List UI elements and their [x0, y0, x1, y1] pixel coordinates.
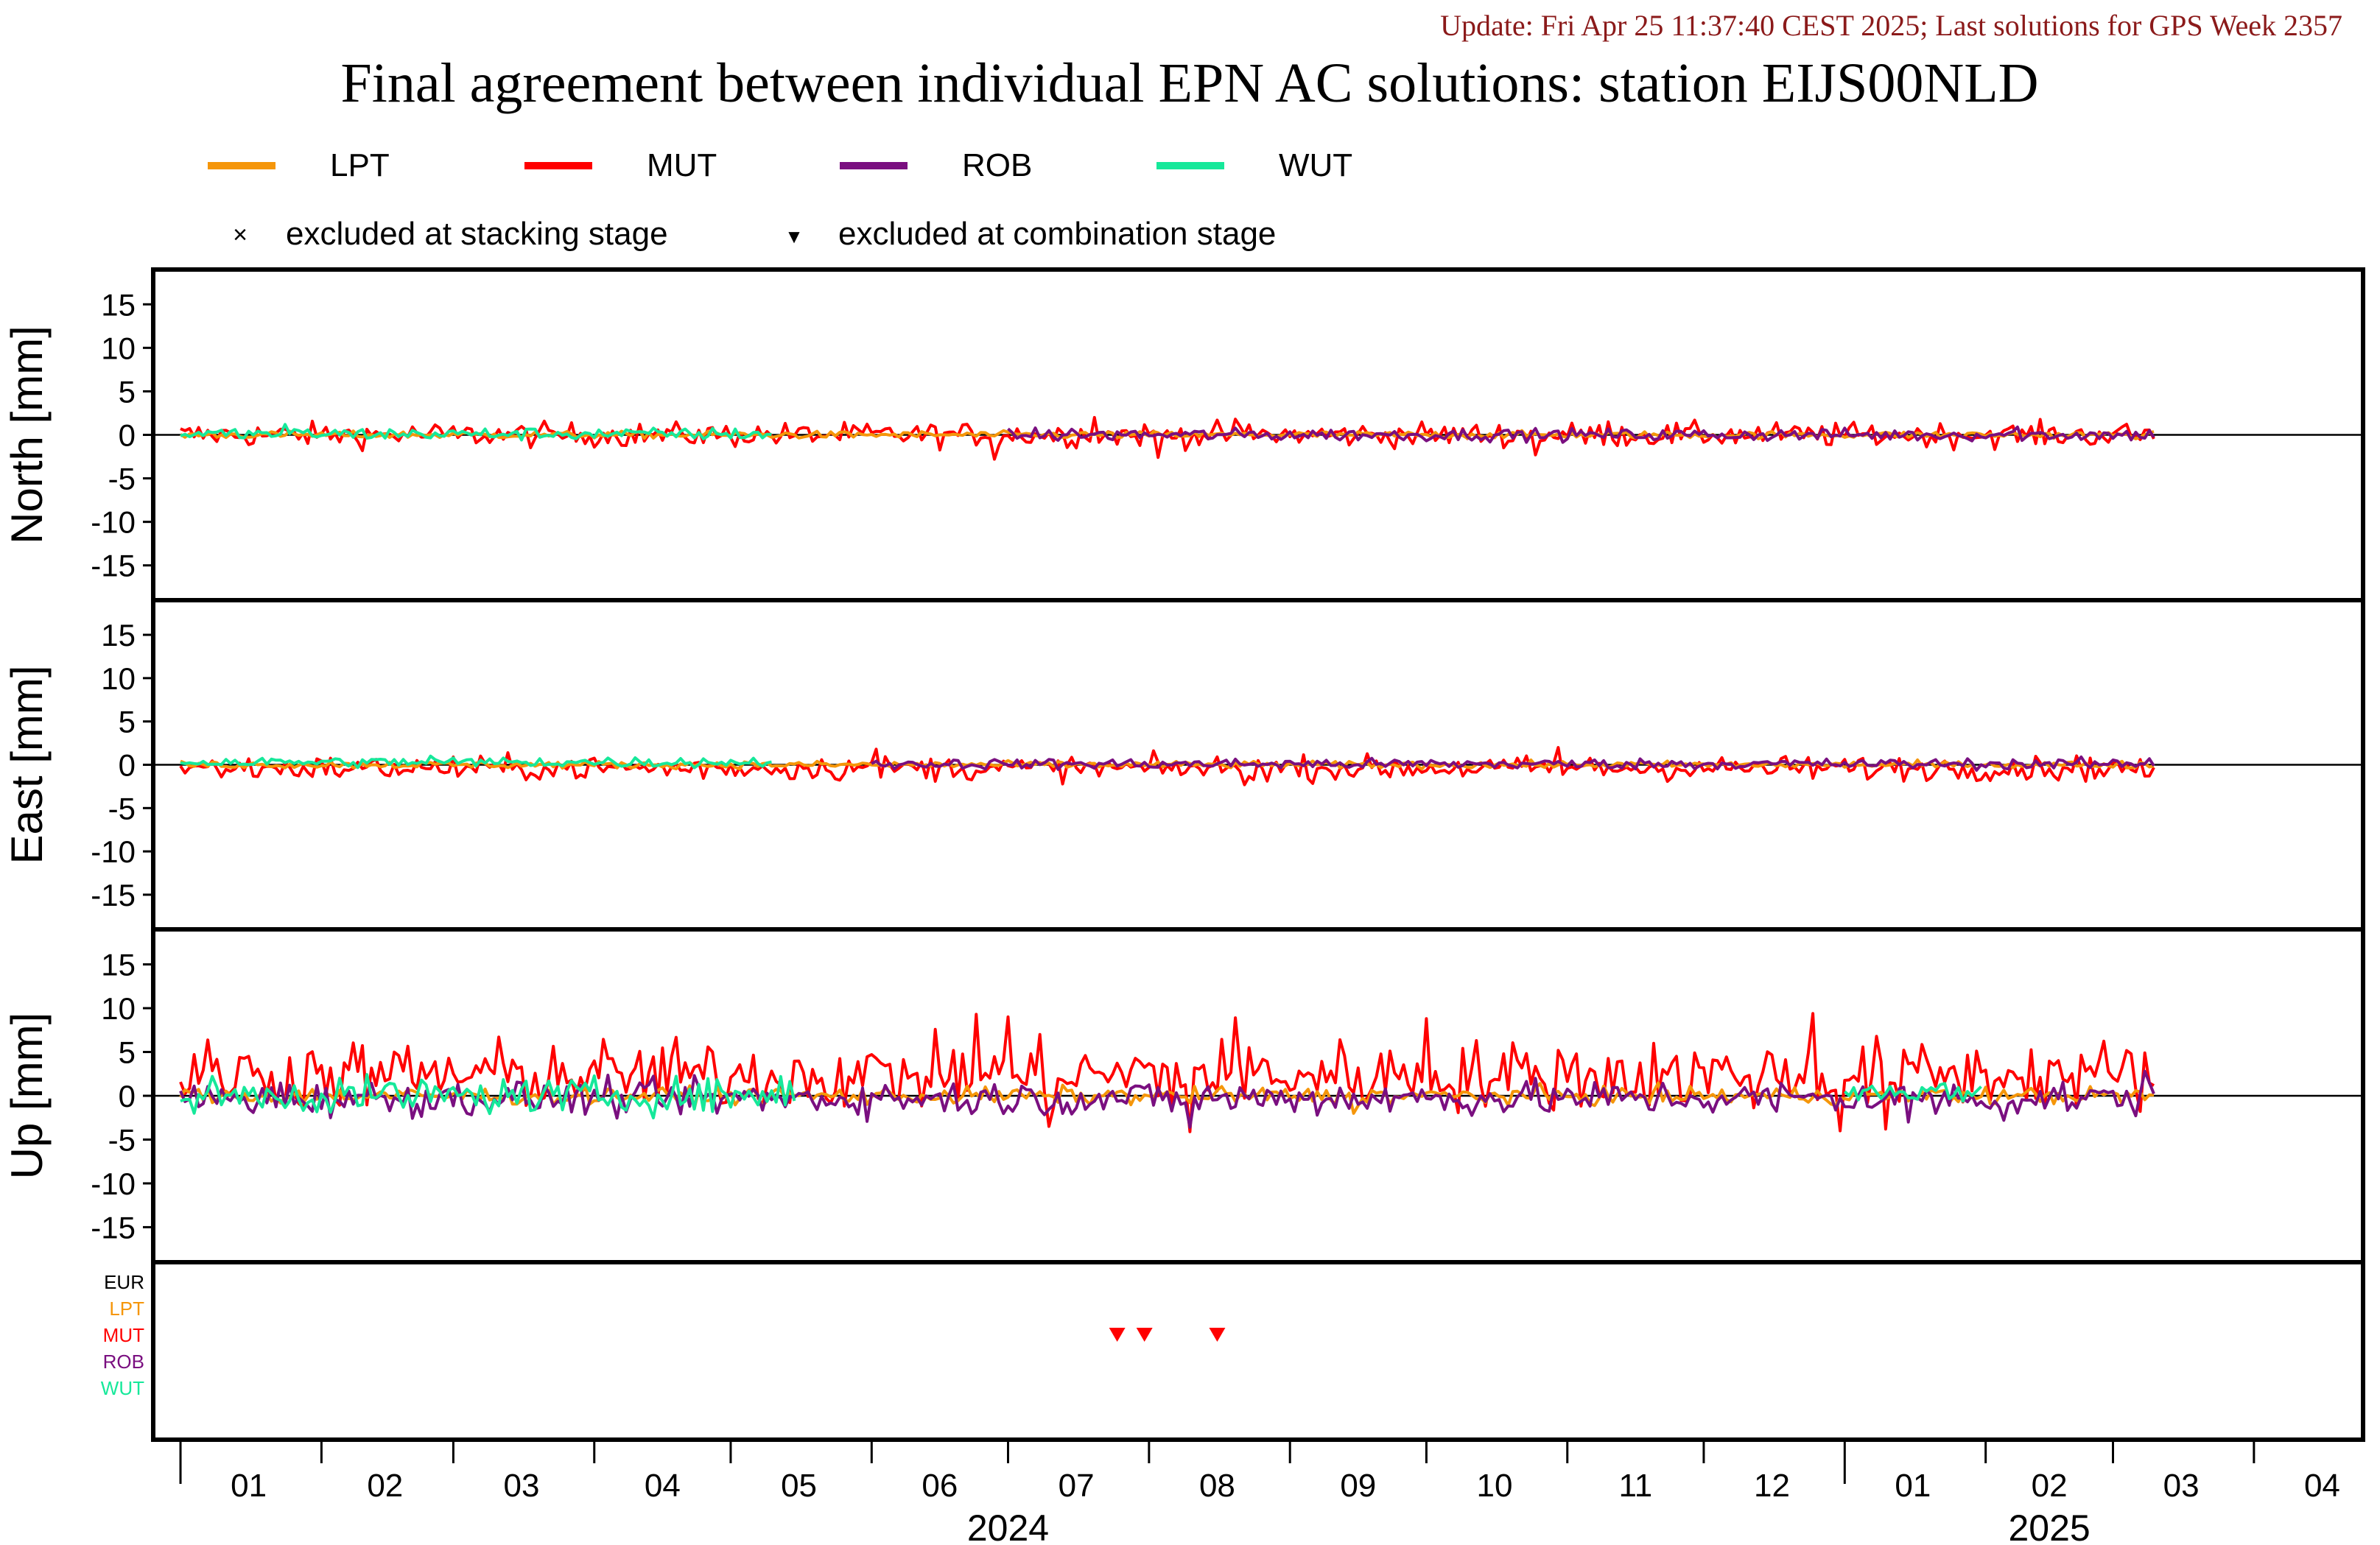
y-tick-label: 0: [119, 1079, 136, 1113]
exclusion-marker: [1209, 1328, 1226, 1342]
y-tick-label: -10: [91, 834, 136, 869]
legend-label-wut: WUT: [1279, 147, 1352, 183]
y-tick-label: 15: [101, 618, 136, 652]
x-tick-label: 05: [781, 1468, 817, 1504]
y-tick-label: 15: [101, 287, 136, 322]
x-tick-label: 03: [504, 1468, 540, 1504]
update-notice: Update: Fri Apr 25 11:37:40 CEST 2025; L…: [1440, 9, 2342, 42]
x-tick-label: 11: [1619, 1468, 1653, 1504]
x-tick-label: 08: [1199, 1468, 1235, 1504]
exclusion-row-label: LPT: [109, 1298, 144, 1320]
y-tick-label: 10: [101, 661, 136, 696]
panels: 15 10 5 0 -5 -10 -15 North [mm] 15 10 5 0 -5 -10 -15 Ea…: [2, 267, 2365, 1264]
x-tick-label: 01: [231, 1468, 267, 1504]
y-tick-label: 10: [101, 331, 136, 365]
series-wut: [180, 754, 772, 770]
legend-label-mut: MUT: [647, 147, 717, 183]
panel-up: 15 10 5 0 -5 -10 -15 Up [mm]: [2, 927, 2365, 1264]
y-tick-label: 0: [119, 418, 136, 453]
exclusion-row-label: ROB: [103, 1351, 144, 1373]
legend-marker-cross-icon: ×: [233, 221, 248, 249]
x-tick-label: 02: [2032, 1468, 2068, 1504]
exclusion-marker: [1109, 1328, 1126, 1342]
x-tick-label: 04: [645, 1468, 681, 1504]
series-wut: [180, 1073, 796, 1119]
legend-label-lpt: LPT: [330, 147, 390, 183]
panel-east: 15 10 5 0 -5 -10 -15 East [mm]: [2, 598, 2365, 932]
x-tick-label: 02: [367, 1468, 403, 1504]
chart-title: Final agreement between individual EPN A…: [340, 52, 2038, 114]
x-year-label: 2025: [2008, 1507, 2090, 1545]
exclusion-row-label: MUT: [103, 1324, 144, 1346]
legend: LPT MUT ROB WUT × excluded at stacking s…: [208, 147, 1352, 252]
y-tick-label: -5: [108, 1122, 136, 1157]
panel-north: 15 10 5 0 -5 -10 -15 North [mm]: [2, 267, 2365, 602]
series-mut: [179, 1012, 2155, 1133]
legend-marker-triangle-label: excluded at combination stage: [838, 216, 1276, 252]
exclusion-frame: [151, 1260, 2365, 1442]
y-tick-label: -5: [108, 791, 136, 826]
x-axis: 01 02 03 04 05 06 07 08 09 10 11 12 01 02 03 04 2024 2025: [153, 1439, 2363, 1545]
y-tick-label: -15: [91, 1210, 136, 1245]
y-tick-label: 15: [101, 948, 136, 982]
exclusion-marker: [1136, 1328, 1153, 1342]
x-tick-label: 04: [2304, 1468, 2340, 1504]
x-tick-label: 06: [922, 1468, 958, 1504]
legend-marker-triangle-icon: ▼: [784, 225, 804, 247]
series-rob: [1007, 425, 2155, 444]
y-tick-label: -15: [91, 549, 136, 583]
series-rob: [871, 755, 2155, 772]
legend-marker-cross-label: excluded at stacking stage: [286, 216, 668, 252]
x-tick-label: 10: [1477, 1468, 1513, 1504]
y-tick-label: 0: [119, 748, 136, 783]
y-tick-label: -5: [108, 462, 136, 496]
series-wut: [1843, 1082, 1982, 1103]
x-tick-label: 09: [1340, 1468, 1376, 1504]
y-axis-label: East [mm]: [2, 665, 52, 864]
series-wut: [180, 423, 772, 442]
x-tick-label: 07: [1059, 1468, 1095, 1504]
series-lpt: [179, 429, 2155, 440]
x-tick-label: 03: [2163, 1468, 2200, 1504]
y-tick-label: 5: [119, 374, 136, 409]
y-axis-label: North [mm]: [2, 325, 52, 544]
legend-label-rob: ROB: [962, 147, 1032, 183]
x-year-label: 2024: [967, 1507, 1049, 1545]
y-axis-label: Up [mm]: [2, 1013, 52, 1180]
y-tick-label: -15: [91, 878, 136, 912]
x-tick-label: 01: [1895, 1468, 1931, 1504]
y-tick-label: 10: [101, 991, 136, 1026]
y-tick-label: 5: [119, 705, 136, 739]
x-tick-label: 12: [1754, 1468, 1790, 1504]
exclusion-row-label: EUR: [104, 1271, 144, 1293]
exclusion-panel: EUR LPT MUT ROB WUT: [101, 1260, 2365, 1442]
y-tick-label: -10: [91, 1166, 136, 1201]
exclusion-row-label: WUT: [101, 1377, 144, 1399]
y-tick-label: -10: [91, 505, 136, 540]
y-tick-label: 5: [119, 1035, 136, 1070]
